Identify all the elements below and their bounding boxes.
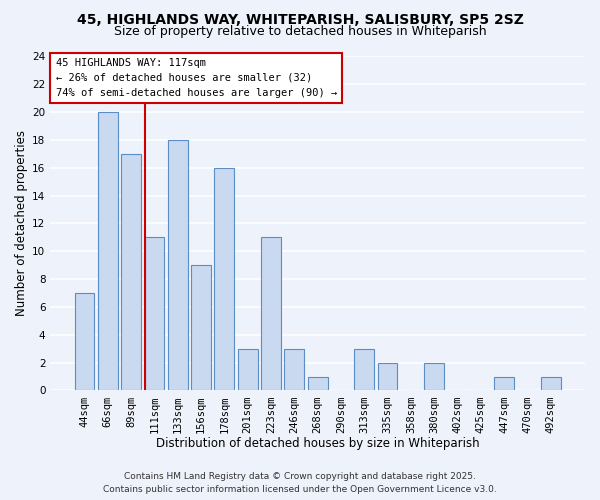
Bar: [145, 238, 164, 390]
Text: Size of property relative to detached houses in Whiteparish: Size of property relative to detached ho…: [113, 25, 487, 38]
Text: 45 HIGHLANDS WAY: 117sqm
← 26% of detached houses are smaller (32)
74% of semi-d: 45 HIGHLANDS WAY: 117sqm ← 26% of detach…: [56, 58, 337, 98]
Bar: [355, 348, 374, 391]
Y-axis label: Number of detached properties: Number of detached properties: [15, 130, 28, 316]
Bar: [121, 154, 141, 390]
Bar: [541, 376, 560, 390]
Bar: [424, 362, 444, 390]
Bar: [308, 376, 328, 390]
Bar: [191, 265, 211, 390]
Bar: [377, 362, 397, 390]
Text: Contains HM Land Registry data © Crown copyright and database right 2025.
Contai: Contains HM Land Registry data © Crown c…: [103, 472, 497, 494]
Bar: [168, 140, 188, 390]
Bar: [74, 293, 94, 390]
Text: 45, HIGHLANDS WAY, WHITEPARISH, SALISBURY, SP5 2SZ: 45, HIGHLANDS WAY, WHITEPARISH, SALISBUR…: [77, 12, 523, 26]
X-axis label: Distribution of detached houses by size in Whiteparish: Distribution of detached houses by size …: [156, 437, 479, 450]
Bar: [214, 168, 234, 390]
Bar: [238, 348, 257, 391]
Bar: [284, 348, 304, 391]
Bar: [98, 112, 118, 390]
Bar: [261, 238, 281, 390]
Bar: [494, 376, 514, 390]
